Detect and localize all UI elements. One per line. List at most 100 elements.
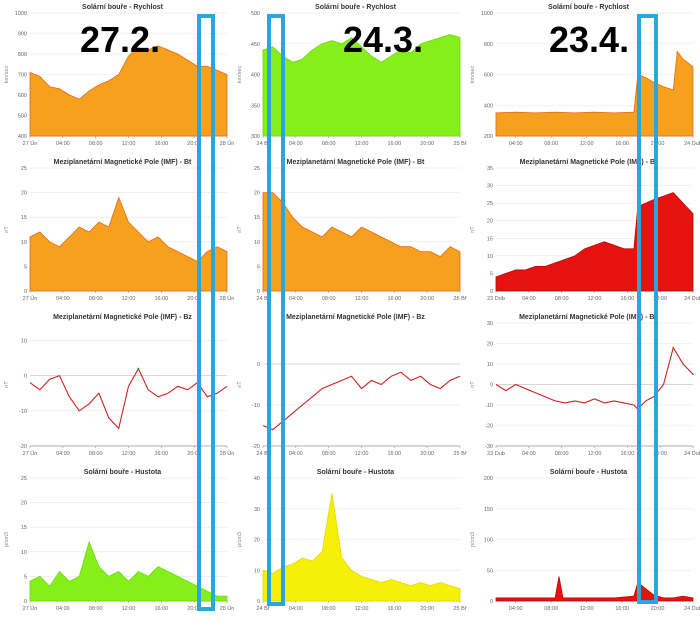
chart-panel-c20: Meziplanetární Magnetické Pole (IMF) - B… [4,314,234,457]
data-point [692,373,694,376]
y-tick-label: 25 [487,201,493,207]
x-tick-label: 20:00 [420,606,434,612]
x-tick-label: 12:00 [588,451,602,457]
y-tick-label: 1000 [481,11,493,17]
y-tick-label: 30 [487,321,493,327]
y-tick-label: 20 [21,501,27,507]
x-tick-label: 12:00 [122,451,136,457]
y-tick-label: 100 [484,538,493,544]
series-area [29,540,228,602]
x-tick-label: 12:00 [580,606,594,612]
y-tick-label: 5 [24,264,27,270]
y-tick-label: 200 [484,476,493,482]
series-area [29,196,228,292]
series-line [29,367,228,430]
chart-title: Meziplanetární Magnetické Pole (IMF) - B… [286,314,425,321]
x-tick-label: 24 Dub [684,296,700,302]
series-line [495,346,694,410]
y-tick-label: 800 [18,52,27,58]
x-tick-label: 16:00 [154,451,168,457]
y-tick-label: 0 [24,374,27,380]
chart-title: Solární bouře - Hustota [550,469,628,476]
series-area [262,192,461,292]
x-tick-label: 20:00 [653,451,667,457]
y-tick-label: 25 [21,166,27,172]
x-tick-label: 04:00 [56,141,70,147]
y-tick-label: 1000 [15,11,27,17]
chart-title: Solární bouře - Hustota [84,469,162,476]
x-tick-label: 08:00 [555,296,569,302]
y-axis-label: p/cm3 [470,532,476,547]
y-tick-label: 400 [484,103,493,109]
data-point [672,346,675,349]
chart-title: Meziplanetární Magnetické Pole (IMF) - B… [520,159,658,166]
x-tick-label: 16:00 [154,296,168,302]
data-point [137,367,140,370]
x-tick-label: 12:00 [122,606,136,612]
x-tick-label: 04:00 [522,451,536,457]
y-tick-label: 300 [251,134,260,140]
y-axis-label: nT [4,226,10,233]
chart-title: Meziplanetární Magnetické Pole (IMF) - B… [519,314,658,321]
y-tick-label: 10 [487,362,493,368]
y-tick-label: -30 [485,444,493,450]
y-tick-label: 10 [21,339,27,345]
x-tick-label: 04:00 [289,296,303,302]
y-tick-label: 700 [18,73,27,79]
y-axis-label: p/cm3 [237,532,243,547]
y-tick-label: -10 [19,409,27,415]
y-axis-label: km/sec [4,66,10,84]
chart-panel-c21: Meziplanetární Magnetické Pole (IMF) - B… [237,314,467,457]
series-line [262,371,461,431]
series-area [29,45,228,137]
x-tick-label: 23 Dub [487,451,505,457]
y-tick-label: 500 [18,114,27,120]
x-tick-label: 25 Bř [453,296,466,302]
x-tick-label: 27 Ún [23,295,38,302]
x-tick-label: 25 Bř [453,606,466,612]
x-tick-label: 28 Ún [220,295,235,302]
x-tick-label: 12:00 [355,141,369,147]
y-tick-label: 25 [254,166,260,172]
y-tick-label: 5 [24,574,27,580]
chart-panel-c10: Meziplanetární Magnetické Pole (IMF) - B… [4,159,234,302]
x-tick-label: 24 Bř [256,606,269,612]
chart-title: Solární bouře - Hustota [317,469,395,476]
x-tick-label: 16:00 [615,141,629,147]
y-tick-label: 400 [18,134,27,140]
x-tick-label: 24 Bř [256,296,269,302]
x-tick-label: 16:00 [620,296,634,302]
x-tick-label: 04:00 [289,451,303,457]
x-tick-label: 24 Dub [684,451,700,457]
x-tick-label: 16:00 [387,141,401,147]
y-tick-label: 20 [254,538,260,544]
y-tick-label: 15 [487,236,493,242]
x-tick-label: 08:00 [89,296,103,302]
date-label-february: 27.2. [80,19,161,60]
x-tick-label: 08:00 [322,141,336,147]
x-tick-label: 27 Ún [23,450,38,457]
x-tick-label: 04:00 [289,606,303,612]
x-tick-label: 24 Dub [684,141,700,147]
y-tick-label: 600 [18,93,27,99]
y-tick-label: 150 [484,507,493,513]
x-tick-label: 24 Bř [256,451,269,457]
chart-title: Solární bouře - Rychlost [315,4,397,11]
x-tick-label: 20:00 [187,606,201,612]
y-tick-label: 0 [490,599,493,605]
x-tick-label: 08:00 [555,451,569,457]
y-axis-label: km/sec [470,66,476,84]
data-point [682,363,685,365]
chart-title: Solární bouře - Rychlost [82,4,164,11]
x-tick-label: 12:00 [355,451,369,457]
chart-panel-c22: Meziplanetární Magnetické Pole (IMF) - B… [470,314,700,457]
chart-panel-c00: Solární bouře - Rychlost 400 500 600 700 800 9… [4,4,234,147]
y-axis-label: p/cm3 [4,532,10,547]
y-tick-label: 15 [21,525,27,531]
y-axis-label: nT [237,381,243,388]
x-tick-label: 28 Ún [220,450,235,457]
x-tick-label: 16:00 [387,451,401,457]
y-tick-label: 0 [24,289,27,295]
x-tick-label: 24 Dub [684,606,700,612]
x-tick-label: 20:00 [420,141,434,147]
